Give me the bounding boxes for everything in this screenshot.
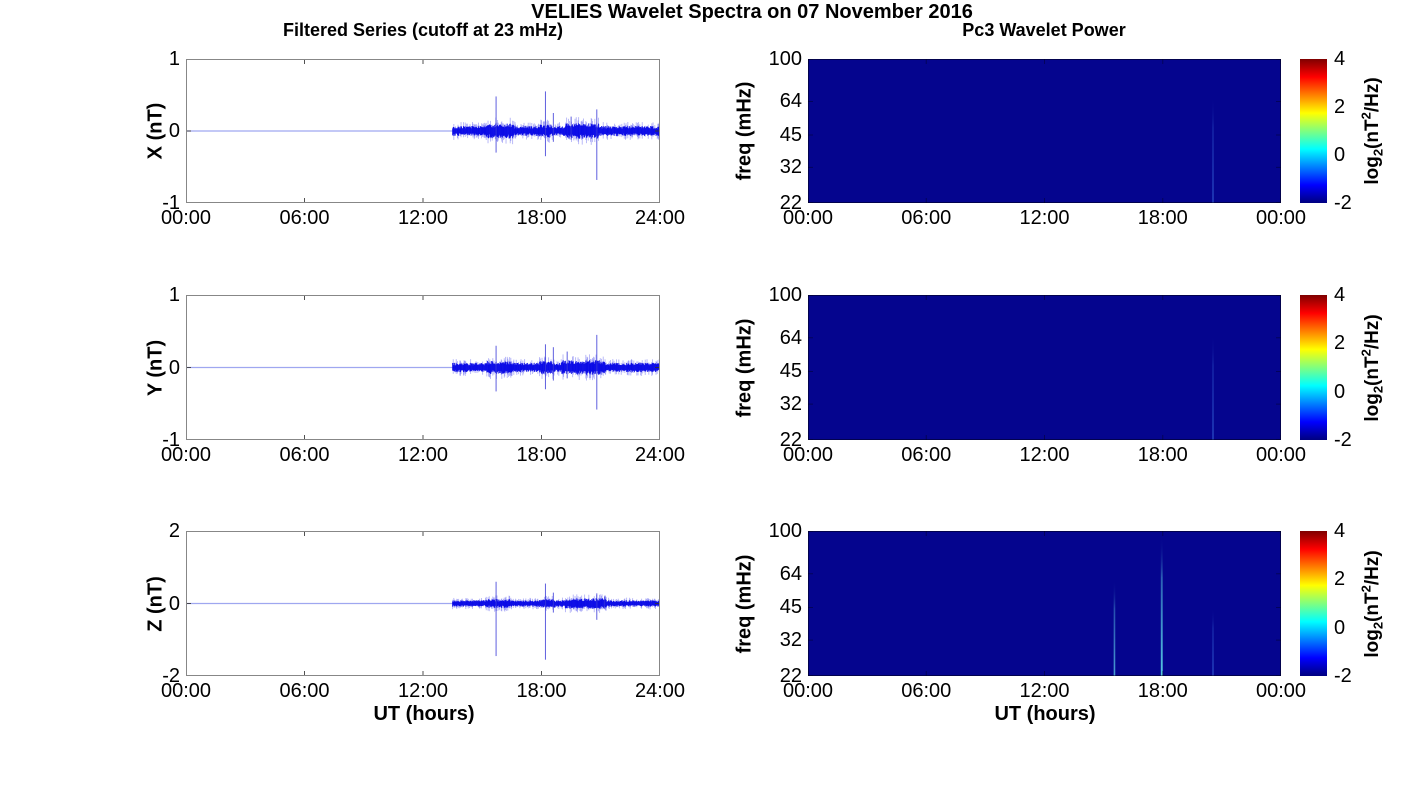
x-tick-label: 06:00 (901, 680, 952, 702)
x-tick-label: 18:00 (1137, 680, 1188, 702)
colorbar-tick-label: 2 (1334, 96, 1346, 118)
right-column-title: Pc3 Wavelet Power (962, 20, 1126, 40)
x-tick-label: 00:00 (160, 680, 212, 702)
x-tick-label: 00:00 (782, 207, 834, 229)
colorbar (1300, 59, 1327, 203)
x-axis-label-right: UT (hours) (994, 703, 1096, 725)
freq-tick-label: 45 (779, 123, 802, 146)
freq-tick-label: 100 (768, 48, 802, 70)
colorbar-tick-label: 4 (1334, 520, 1346, 542)
y-wavelet-power-plot (808, 295, 1281, 440)
x-tick-label: 18:00 (516, 444, 567, 466)
freq-tick-label: 45 (779, 360, 802, 383)
x-tick-label: 00:00 (1255, 207, 1307, 229)
x-tick-label: 12:00 (1019, 207, 1070, 229)
freq-tick-label: 32 (779, 629, 802, 652)
x-tick-label: 24:00 (634, 680, 686, 702)
colorbar-tick-label: 4 (1334, 284, 1346, 306)
freq-tick-label: 32 (779, 156, 802, 179)
colorbar-tick-label: 2 (1334, 332, 1346, 355)
x-tick-label: 12:00 (1019, 680, 1070, 702)
y-tick-label: 0 (168, 592, 180, 615)
y-filtered-series-plot (186, 295, 660, 440)
y-tick-label: -2 (162, 665, 180, 687)
x-tick-label: 24:00 (634, 207, 686, 229)
colorbar-tick-label: -2 (1334, 192, 1352, 214)
y-tick-label: -1 (162, 192, 180, 214)
x-wavelet-power-plot (808, 59, 1281, 203)
z-filtered-series-plot (186, 531, 660, 676)
x-tick-label: 06:00 (279, 680, 330, 702)
colorbar-tick-label: 0 (1334, 616, 1346, 639)
colorbar (1300, 295, 1327, 440)
freq-tick-label: 64 (779, 326, 802, 349)
y-tick-label: 1 (168, 48, 180, 70)
y-tick-label: 2 (168, 520, 180, 542)
x-tick-label: 18:00 (1137, 444, 1188, 466)
x-tick-label: 00:00 (160, 207, 212, 229)
colorbar-tick-label: -2 (1334, 429, 1352, 451)
x-tick-label: 12:00 (1019, 444, 1070, 466)
colorbar-tick-label: 4 (1334, 48, 1346, 70)
colorbar-tick-label: 0 (1334, 144, 1346, 166)
freq-tick-label: 22 (779, 665, 802, 687)
colorbar-tick-label: -2 (1334, 665, 1352, 687)
colorbar (1300, 531, 1327, 676)
y-tick-label: -1 (162, 429, 180, 451)
y-tick-label: 0 (168, 120, 180, 142)
x-tick-label: 12:00 (397, 680, 449, 702)
x-tick-label: 00:00 (160, 444, 212, 466)
figure-title: VELIES Wavelet Spectra on 07 November 20… (531, 1, 973, 23)
colorbar-label: log2(nT2/Hz) (1358, 549, 1386, 658)
freq-tick-label: 32 (779, 393, 802, 416)
x-tick-label: 24:00 (634, 444, 686, 466)
y-tick-label: 1 (168, 284, 180, 306)
x-tick-label: 18:00 (516, 680, 567, 702)
left-column-title: Filtered Series (cutoff at 23 mHz) (282, 20, 564, 40)
freq-tick-label: 100 (768, 520, 802, 542)
x-tick-label: 06:00 (901, 444, 952, 466)
y-tick-label: 0 (168, 356, 180, 379)
freq-tick-label: 22 (779, 192, 802, 214)
x-tick-label: 12:00 (397, 207, 449, 229)
x-tick-label: 06:00 (901, 207, 952, 229)
x-tick-label: 00:00 (1255, 444, 1307, 466)
z-wavelet-power-plot (808, 531, 1281, 676)
freq-tick-label: 64 (779, 90, 802, 113)
freq-tick-label: 22 (779, 429, 802, 451)
x-filtered-series-plot (186, 59, 660, 203)
x-tick-label: 12:00 (397, 444, 449, 466)
x-tick-label: 06:00 (279, 207, 330, 229)
x-tick-label: 18:00 (1137, 207, 1188, 229)
x-tick-label: 00:00 (782, 444, 834, 466)
colorbar-tick-label: 2 (1334, 568, 1346, 591)
x-tick-label: 06:00 (279, 444, 330, 466)
colorbar-tick-label: 0 (1334, 380, 1346, 403)
freq-tick-label: 100 (768, 284, 802, 306)
x-tick-label: 00:00 (1255, 680, 1307, 702)
freq-tick-label: 45 (779, 596, 802, 619)
freq-tick-label: 64 (779, 562, 802, 585)
x-axis-label-left: UT (hours) (373, 703, 475, 725)
x-tick-label: 18:00 (516, 207, 567, 229)
x-tick-label: 00:00 (782, 680, 834, 702)
